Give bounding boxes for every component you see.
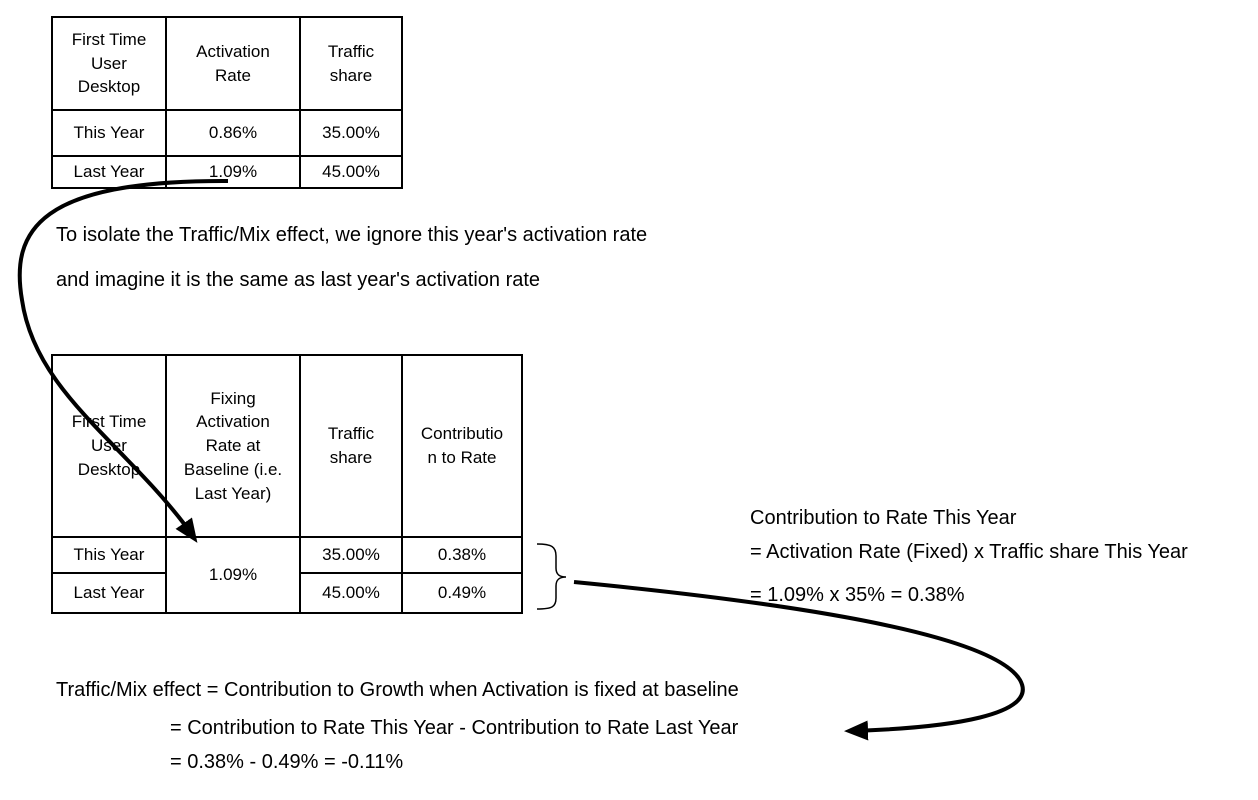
table-row: This Year 1.09% 35.00% 0.38% [51,536,523,614]
table1-header-traffic-share: Traffic share [299,16,403,111]
table1-traffic-share-cell: 35.00% [299,109,403,157]
side-note-line-2: = Activation Rate (Fixed) x Traffic shar… [750,541,1188,563]
table1-header-activation-rate: Activation Rate [165,16,301,111]
table2-traffic-share-cell: 35.00% [299,536,403,574]
table1-row-label: This Year [51,109,167,157]
table1-header-segment: First Time User Desktop [51,16,167,111]
table2-traffic-share-cell: 45.00% [299,572,403,614]
bottom-note-line-3: = 0.38% - 0.49% = -0.11% [170,751,404,773]
side-note-line-3: = 1.09% x 35% = 0.38% [750,584,965,606]
side-note-line-1: Contribution to Rate This Year [750,507,1017,529]
explanation-line-1: To isolate the Traffic/Mix effect, we ig… [56,224,648,246]
table1-activation-rate-cell: 1.09% [165,155,301,189]
table2-header-traffic-share: Traffic share [299,354,403,538]
table1-row-label: Last Year [51,155,167,189]
bottom-note-line-2: = Contribution to Rate This Year - Contr… [170,717,739,739]
table1-activation-rate-cell: 0.86% [165,109,301,157]
explanation-line-2: and imagine it is the same as last year'… [56,269,541,291]
fixed-activation-table: First Time User Desktop Fixing Activatio… [51,354,523,614]
current-vs-last-year-table: First Time User Desktop Activation Rate … [51,16,403,189]
table-row: Last Year 45.00% 0.49% [51,572,523,614]
curly-brace-icon [536,543,567,610]
table2-row-label: This Year [51,536,167,574]
table1-traffic-share-cell: 45.00% [299,155,403,189]
table-row: Last Year 1.09% 45.00% [51,155,403,189]
table2-row-label: Last Year [51,572,167,614]
table2-header-segment: First Time User Desktop [51,354,167,538]
table2-contribution-cell: 0.49% [401,572,523,614]
table-row: This Year 0.86% 35.00% [51,109,403,157]
table2-fixed-rate-cell: 1.09% [165,536,301,614]
table2-contribution-cell: 0.38% [401,536,523,574]
table2-header-fixed-rate: Fixing Activation Rate at Baseline (i.e.… [165,354,301,538]
bottom-note-line-1: Traffic/Mix effect = Contribution to Gro… [56,679,739,701]
table2-header-contribution: Contributio n to Rate [401,354,523,538]
